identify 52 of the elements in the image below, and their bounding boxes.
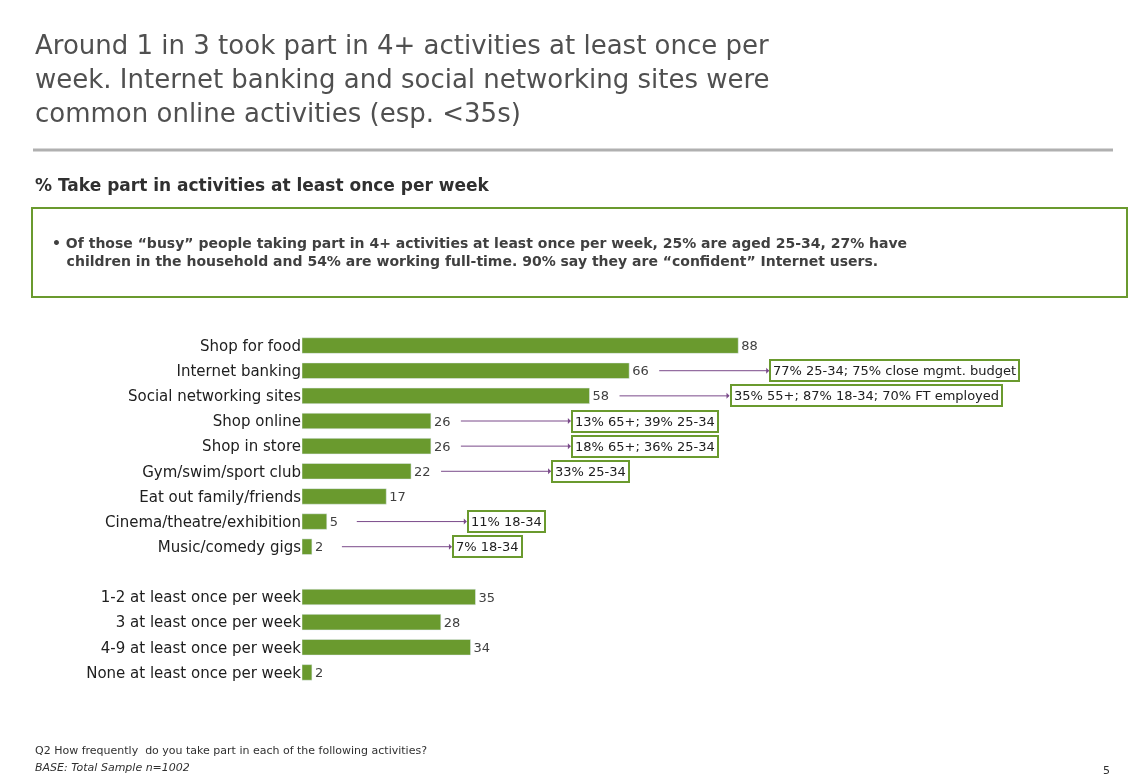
annotation: 77% 25-34; 75% close mgmt. budget [773, 363, 1016, 378]
annotation: 33% 25-34 [555, 464, 626, 479]
chart-title: Around 1 in 3 took part in 4+ activities at least once per week. Internet banking and social networking sites were common online activities (esp. <35s) [35, 30, 770, 128]
bar [302, 588, 476, 606]
y-tick-label: 1-2 at least once per week [100, 588, 302, 607]
y-tick-label: Gym/swim/sport club [142, 462, 301, 481]
y-tick-label: Social networking sites [127, 387, 302, 406]
bar [302, 438, 432, 455]
data-label: 2 [314, 539, 324, 555]
bar [302, 412, 432, 430]
y-tick-label: Cinema/theatre/exhibition [105, 512, 301, 531]
data-label: 88 [741, 338, 758, 354]
annotation: 18% 65+; 36% 25-34 [575, 439, 715, 454]
bar [302, 362, 630, 379]
y-tick-label: Shop online [212, 412, 301, 431]
data-label: 22 [414, 463, 431, 479]
annotation: 13% 65+; 39% 25-34 [575, 414, 715, 429]
chart-subtitle: % Take part in activities at least once per week [35, 175, 490, 195]
y-tick-label: 3 at least once per week [115, 613, 302, 632]
data-label: 34 [473, 639, 491, 655]
bar [302, 513, 328, 530]
data-label: 26 [433, 438, 451, 454]
text: 5 [1103, 764, 1110, 777]
text: • Of those “busy” people taking part in 4+ activities at least once per week, 25% are aged 25-34, 27% have children in the household and 54% are working full-time. 90% say they are “confident” Internet users. [52, 235, 908, 270]
data-label: 35 [478, 589, 496, 605]
y-tick-label: Shop in store [202, 437, 301, 456]
bar [302, 538, 313, 555]
y-tick-label: None at least once per week [86, 663, 302, 682]
bar [302, 664, 313, 681]
annotation: 35% 55+; 87% 18-34; 70% FT employed [734, 388, 1000, 403]
data-label: 2 [314, 664, 324, 680]
annotation: 7% 18-34 [456, 539, 519, 554]
y-tick-label: Shop for food [199, 336, 301, 355]
data-label: 5 [329, 514, 339, 530]
bar [302, 463, 412, 480]
y-tick-label: Internet banking [176, 361, 301, 380]
data-label: 17 [389, 488, 406, 504]
data-label: 66 [632, 363, 649, 379]
y-tick-label: Music/comedy gigs [157, 537, 302, 556]
text: BASE: Total Sample n=1002 [35, 761, 190, 774]
text: Q2 How frequently do you take part in each of the following activities? [35, 744, 428, 757]
bar [302, 337, 739, 354]
data-label: 26 [433, 413, 451, 429]
data-label: 28 [443, 614, 461, 630]
y-tick-label: 4-9 at least once per week [100, 638, 302, 657]
bar [302, 488, 387, 505]
bar [302, 387, 590, 404]
bar [302, 614, 442, 631]
data-label: 58 [592, 388, 610, 404]
bar [302, 639, 471, 656]
annotation: 11% 18-34 [471, 514, 542, 529]
y-tick-label: Eat out family/friends [139, 487, 302, 506]
